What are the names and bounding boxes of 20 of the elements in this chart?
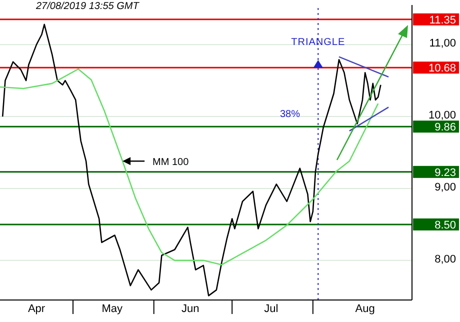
- y-tick-label: 8,00: [434, 253, 456, 266]
- x-tick-label: May: [102, 303, 124, 315]
- ref-line-label: TRIANGLE: [291, 37, 346, 48]
- ref-line-label: 9.23: [434, 166, 456, 179]
- x-tick-label: Jul: [264, 303, 278, 315]
- y-tick-label: 9,00: [434, 181, 456, 194]
- ref-line-label: 10.68: [428, 62, 456, 75]
- x-tick-label: Aug: [355, 303, 375, 315]
- x-tick-label: Apr: [28, 303, 46, 315]
- ref-line-label: 8.50: [434, 219, 456, 232]
- y-tick-label: 10,00: [428, 110, 456, 122]
- chart-title: 27/08/2019 13:55 GMT: [36, 1, 139, 12]
- ref-line-label: 9.86: [434, 122, 456, 134]
- annotation: MM 100: [152, 157, 190, 168]
- line-series: [0, 68, 379, 266]
- y-tick-label: 11,00: [429, 38, 456, 50]
- annotation: 38%: [280, 109, 300, 120]
- x-tick-label: Jun: [181, 303, 200, 315]
- ref-line-label: 11.35: [429, 14, 456, 26]
- line-series: [2, 24, 382, 296]
